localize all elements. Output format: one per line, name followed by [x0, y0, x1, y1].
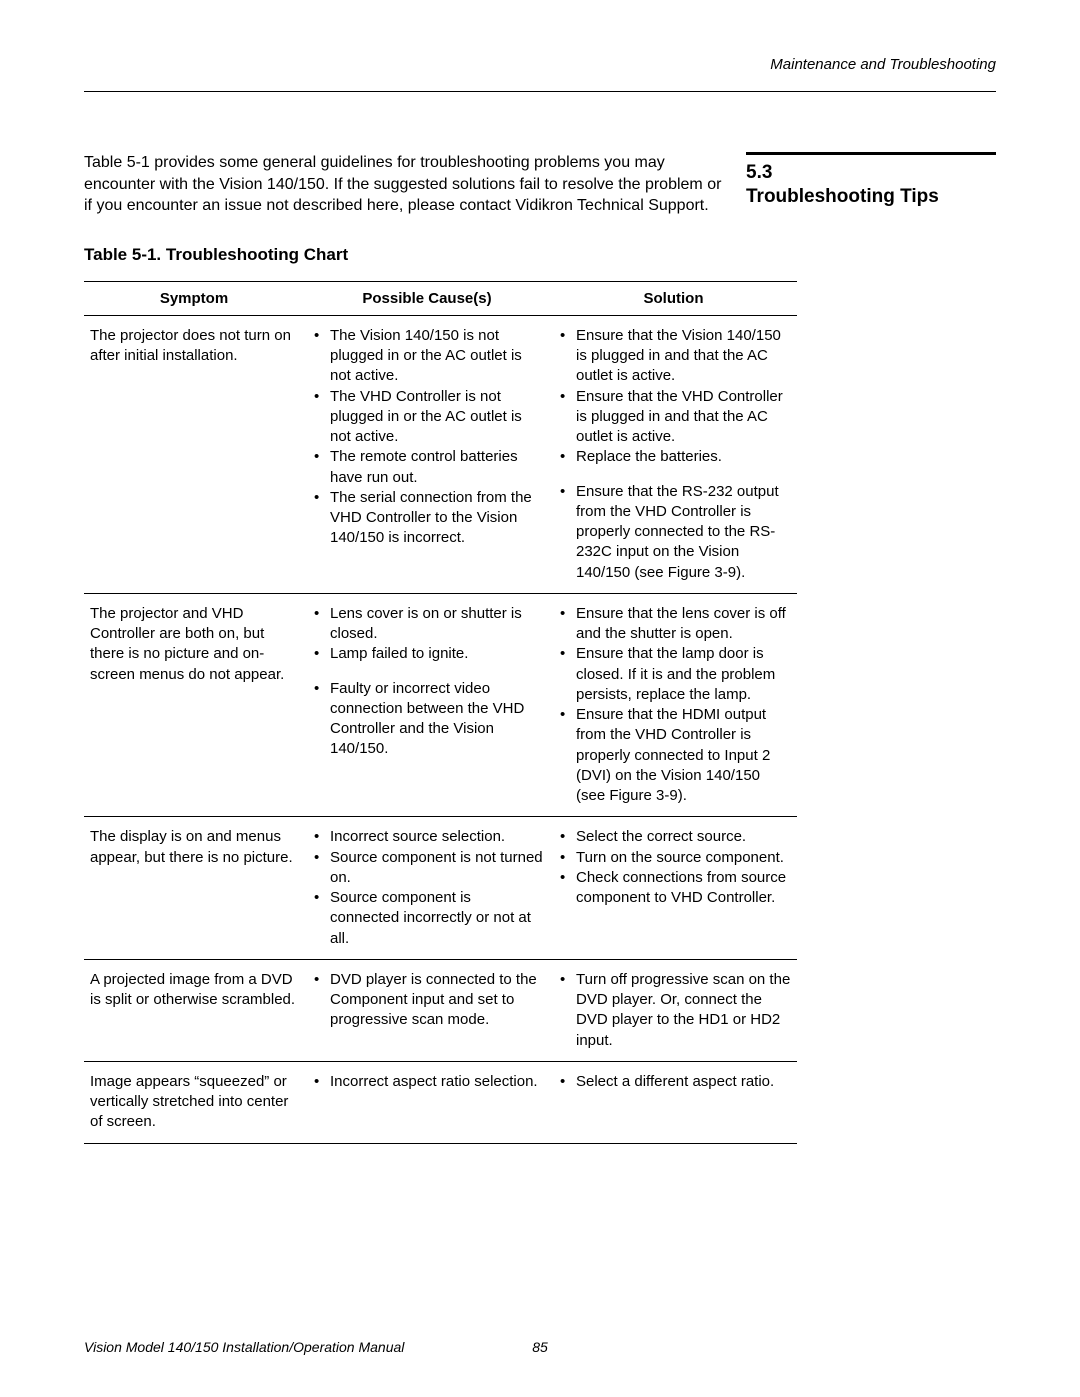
cause-item: Incorrect source selection. [310, 827, 544, 847]
cause-item: Source component is not turned on. [310, 848, 544, 889]
col-solution: Solution [550, 281, 797, 315]
section-number: 5.3 [746, 161, 996, 185]
solution-cell: Ensure that the lens cover is off and th… [550, 593, 797, 817]
table-row: Image appears “squeezed” or vertically s… [84, 1061, 797, 1143]
symptom-cell: The projector does not turn on after ini… [84, 315, 304, 593]
col-cause: Possible Cause(s) [304, 281, 550, 315]
table-row: The projector and VHD Controller are bot… [84, 593, 797, 817]
section-heading-block: 5.3 Troubleshooting Tips [746, 152, 996, 217]
cause-item: Lens cover is on or shutter is closed. [310, 604, 544, 645]
header-rule [84, 91, 996, 92]
page-footer: Vision Model 140/150 Installation/Operat… [84, 1339, 996, 1355]
cause-item: Incorrect aspect ratio selection. [310, 1072, 544, 1092]
cause-item: Faulty or incorrect video connection bet… [310, 679, 544, 760]
cause-cell: DVD player is connected to the Component… [304, 959, 550, 1061]
section-rule [746, 152, 996, 155]
section-title: Troubleshooting Tips [746, 185, 996, 209]
solution-item: Select a different aspect ratio. [556, 1072, 791, 1092]
solution-item: Replace the batteries. [556, 447, 791, 467]
symptom-cell: The display is on and menus appear, but … [84, 817, 304, 960]
cause-item: Source component is connected incorrectl… [310, 888, 544, 949]
col-symptom: Symptom [84, 281, 304, 315]
solution-item: Ensure that the lens cover is off and th… [556, 604, 791, 645]
cause-cell: Incorrect aspect ratio selection. [304, 1061, 550, 1143]
footer-page-number: 85 [532, 1339, 548, 1355]
cause-item: The VHD Controller is not plugged in or … [310, 387, 544, 448]
solution-cell: Turn off progressive scan on the DVD pla… [550, 959, 797, 1061]
cause-cell: The Vision 140/150 is not plugged in or … [304, 315, 550, 593]
solution-item: Ensure that the VHD Controller is plugge… [556, 387, 791, 448]
solution-item: Ensure that the lamp door is closed. If … [556, 644, 791, 705]
cause-item: The remote control batteries have run ou… [310, 447, 544, 488]
solution-item: Ensure that the RS-232 output from the V… [556, 482, 791, 583]
solution-item: Turn on the source component. [556, 848, 791, 868]
troubleshooting-table: Symptom Possible Cause(s) Solution The p… [84, 281, 797, 1144]
cause-item: The Vision 140/150 is not plugged in or … [310, 326, 544, 387]
table-row: A projected image from a DVD is split or… [84, 959, 797, 1061]
table-row: The projector does not turn on after ini… [84, 315, 797, 593]
symptom-cell: The projector and VHD Controller are bot… [84, 593, 304, 817]
solution-item: Check connections from source component … [556, 868, 791, 909]
table-header-row: Symptom Possible Cause(s) Solution [84, 281, 797, 315]
cause-item: DVD player is connected to the Component… [310, 970, 544, 1031]
cause-cell: Lens cover is on or shutter is closed.La… [304, 593, 550, 817]
symptom-cell: Image appears “squeezed” or vertically s… [84, 1061, 304, 1143]
running-header: Maintenance and Troubleshooting [84, 56, 996, 73]
solution-item: Ensure that the Vision 140/150 is plugge… [556, 326, 791, 387]
cause-item: Lamp failed to ignite. [310, 644, 544, 664]
solution-item: Ensure that the HDMI output from the VHD… [556, 705, 791, 806]
solution-item: Turn off progressive scan on the DVD pla… [556, 970, 791, 1051]
solution-item: Select the correct source. [556, 827, 791, 847]
cause-item: The serial connection from the VHD Contr… [310, 488, 544, 549]
cause-cell: Incorrect source selection.Source compon… [304, 817, 550, 960]
solution-cell: Select a different aspect ratio. [550, 1061, 797, 1143]
table-row: The display is on and menus appear, but … [84, 817, 797, 960]
solution-cell: Select the correct source.Turn on the so… [550, 817, 797, 960]
intro-paragraph: Table 5-1 provides some general guidelin… [84, 152, 728, 217]
footer-title: Vision Model 140/150 Installation/Operat… [84, 1339, 404, 1355]
table-caption: Table 5-1. Troubleshooting Chart [84, 245, 996, 265]
symptom-cell: A projected image from a DVD is split or… [84, 959, 304, 1061]
solution-cell: Ensure that the Vision 140/150 is plugge… [550, 315, 797, 593]
